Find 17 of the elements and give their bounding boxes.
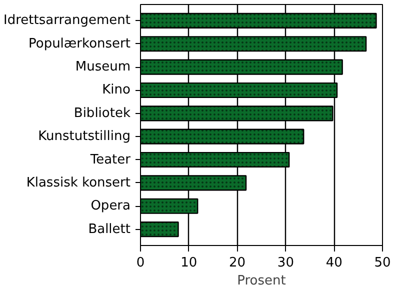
y-tick-label: Museum [75, 60, 131, 75]
y-tick-label: Idrettsarrangement [4, 13, 131, 28]
x-tick-label: 30 [277, 256, 294, 270]
x-tick-label: 40 [326, 256, 342, 270]
x-tick-label: 50 [374, 256, 391, 270]
y-tick-label: Ballett [88, 222, 131, 237]
y-tick-label: Klassisk konsert [26, 175, 131, 190]
y-tick-label: Kino [102, 82, 131, 98]
y-tick-label: Populærkonsert [28, 36, 130, 52]
x-tick-label: 20 [229, 256, 246, 270]
y-tick-label: Kunstutstilling [38, 129, 131, 144]
y-tick-label: Bibliotek [74, 106, 131, 121]
y-tick-label: Teater [89, 152, 132, 168]
x-tick-label: 10 [180, 256, 198, 270]
x-tick-label: 0 [136, 256, 145, 270]
x-axis-title: Prosent [237, 274, 286, 288]
y-tick-label: Opera [90, 198, 131, 214]
